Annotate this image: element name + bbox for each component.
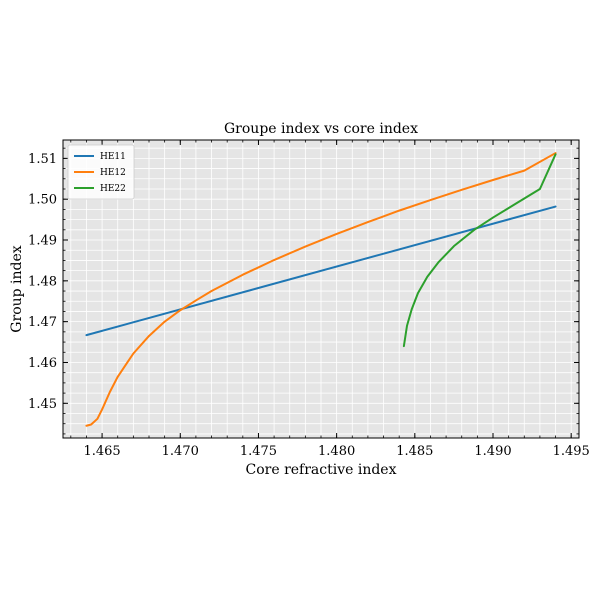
x-tick-label: 1.470	[162, 444, 199, 459]
y-tick-label: 1.48	[28, 274, 57, 289]
legend-label-he12: HE12	[100, 168, 126, 178]
legend-label-he11: HE11	[100, 152, 126, 162]
y-tick-label: 1.49	[28, 234, 57, 249]
legend-label-he22: HE22	[100, 184, 126, 194]
series-line-he22	[402, 153, 557, 348]
chart-title: Groupe index vs core index	[224, 121, 418, 137]
ticks: 1.465 1.470 1.475 1.480 1.485 1.490 1.495 1.45 1…	[28, 140, 590, 459]
x-tick-label: 1.475	[240, 444, 277, 459]
x-tick-label: 1.485	[396, 444, 433, 459]
y-tick-label: 1.46	[28, 356, 57, 371]
series-layer	[85, 152, 557, 427]
y-tick-label: 1.50	[28, 193, 57, 208]
x-tick-label: 1.490	[474, 444, 511, 459]
x-axis-label: Core refractive index	[246, 462, 397, 478]
y-axis-label: Group index	[9, 245, 25, 332]
x-tick-label: 1.495	[553, 444, 590, 459]
series-line-he12	[85, 152, 557, 427]
y-tick-label: 1.51	[28, 152, 57, 167]
legend-box	[67, 144, 135, 200]
y-tick-label: 1.47	[28, 315, 57, 330]
y-tick-label: 1.45	[28, 397, 57, 412]
x-tick-label: 1.480	[318, 444, 355, 459]
legend: HE11 HE12 HE22	[67, 144, 135, 200]
grid	[63, 140, 579, 438]
x-tick-label: 1.465	[83, 444, 120, 459]
